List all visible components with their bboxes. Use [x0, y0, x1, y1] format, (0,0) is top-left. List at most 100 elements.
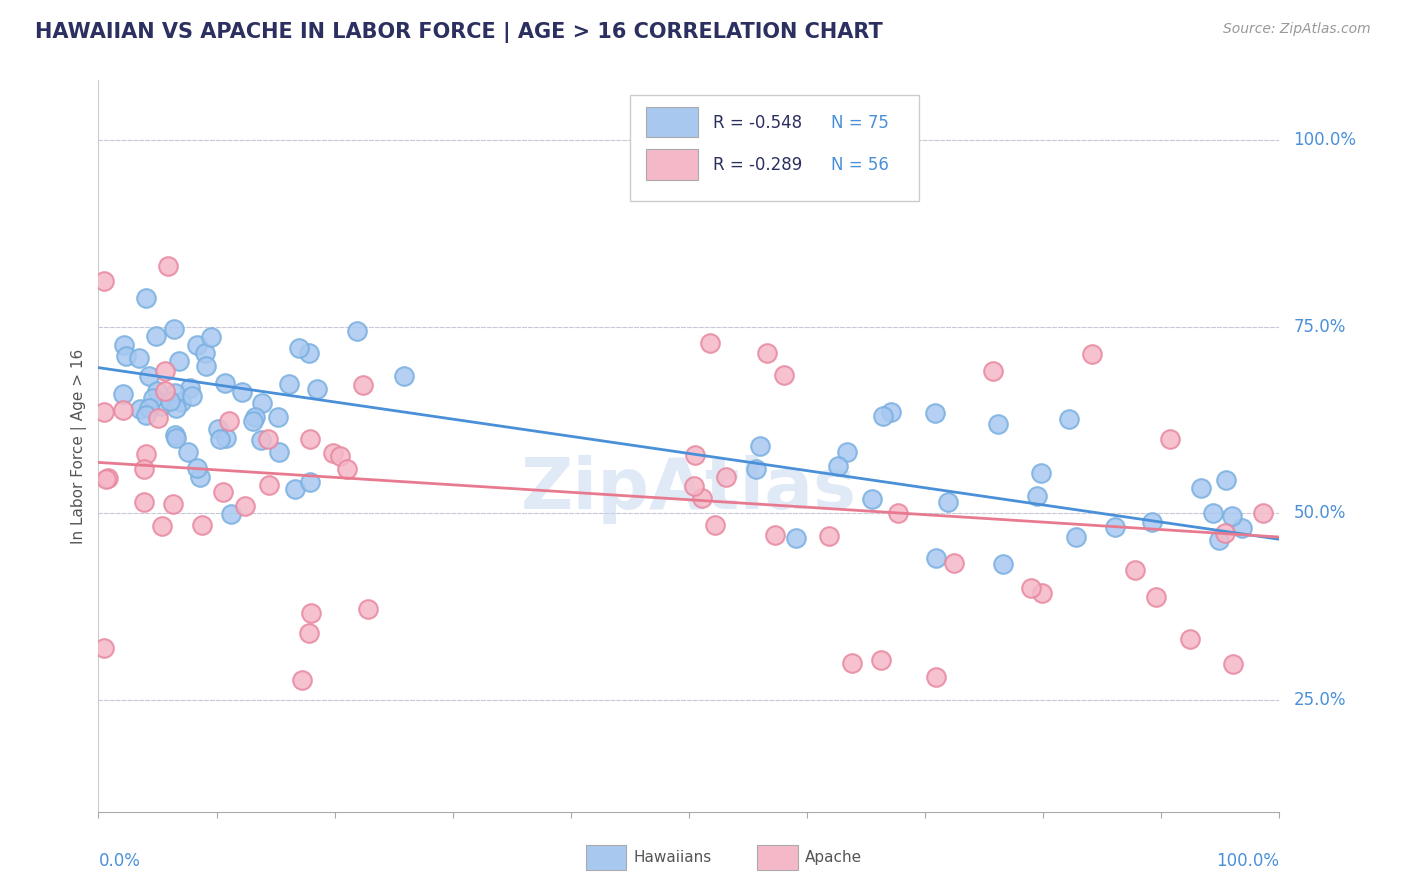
Point [186, 460, 208, 475]
Point [1031, 585, 1053, 599]
Y-axis label: In Labor Force | Age > 16: In Labor Force | Age > 16 [72, 349, 87, 543]
Point [163, 321, 186, 335]
Point [298, 626, 321, 640]
Point [322, 446, 344, 460]
Point [993, 557, 1015, 571]
Text: 25.0%: 25.0% [1294, 690, 1346, 709]
Point [128, 351, 150, 365]
Point [301, 606, 323, 620]
Point [1215, 473, 1237, 487]
Point [714, 470, 737, 484]
Point [138, 368, 160, 383]
Point [1201, 506, 1223, 520]
Point [1029, 467, 1052, 481]
Point [150, 518, 173, 533]
Point [162, 498, 184, 512]
Point [837, 445, 859, 459]
Point [249, 434, 271, 448]
Text: 100.0%: 100.0% [1216, 852, 1279, 870]
Point [1125, 563, 1147, 577]
Point [97, 471, 120, 485]
Point [200, 329, 222, 343]
Point [267, 445, 290, 459]
Text: 0.0%: 0.0% [98, 852, 141, 870]
Text: Apache: Apache [804, 850, 862, 865]
Point [215, 431, 238, 445]
Point [773, 368, 796, 382]
Point [860, 491, 883, 506]
Point [135, 291, 157, 305]
Point [267, 409, 290, 424]
Point [153, 363, 176, 377]
Text: N = 56: N = 56 [831, 156, 889, 174]
Point [749, 439, 772, 453]
Point [212, 485, 235, 500]
Point [219, 507, 242, 521]
Point [207, 422, 229, 436]
Point [1064, 530, 1087, 544]
Point [1208, 533, 1230, 547]
Point [146, 411, 169, 425]
Point [1230, 521, 1253, 535]
Point [191, 518, 214, 533]
Text: N = 75: N = 75 [831, 113, 889, 132]
Point [129, 401, 152, 416]
Point [765, 527, 787, 541]
FancyBboxPatch shape [630, 95, 920, 201]
Text: 75.0%: 75.0% [1294, 318, 1346, 335]
Point [159, 394, 181, 409]
Text: 100.0%: 100.0% [1294, 131, 1357, 149]
Point [259, 478, 281, 492]
Point [1222, 657, 1244, 672]
Text: Source: ZipAtlas.com: Source: ZipAtlas.com [1223, 22, 1371, 37]
Point [298, 346, 321, 360]
Point [146, 384, 169, 398]
Point [1146, 590, 1168, 604]
Point [112, 338, 135, 352]
Point [817, 529, 839, 543]
Point [156, 259, 179, 273]
Point [1213, 526, 1236, 541]
Point [943, 557, 966, 571]
Point [277, 376, 299, 391]
Point [1253, 507, 1275, 521]
Point [827, 458, 849, 473]
Point [165, 386, 187, 401]
Point [683, 448, 706, 462]
Point [394, 369, 416, 384]
FancyBboxPatch shape [586, 846, 626, 871]
Point [153, 384, 176, 399]
FancyBboxPatch shape [647, 107, 699, 137]
Point [1222, 509, 1244, 524]
Point [346, 324, 368, 338]
Point [936, 495, 959, 509]
Point [1025, 489, 1047, 503]
Text: R = -0.548: R = -0.548 [713, 113, 801, 132]
Point [298, 432, 321, 446]
Point [165, 401, 187, 415]
Point [242, 414, 264, 428]
Point [209, 432, 232, 446]
Point [194, 359, 217, 373]
Point [329, 450, 352, 464]
Point [142, 391, 165, 405]
Point [352, 378, 374, 392]
Point [755, 346, 778, 360]
Point [132, 462, 155, 476]
Point [284, 482, 307, 496]
Point [167, 354, 190, 368]
Point [135, 447, 157, 461]
Point [132, 494, 155, 508]
Point [93, 640, 115, 655]
Point [257, 432, 280, 446]
Text: R = -0.289: R = -0.289 [713, 156, 801, 174]
Point [138, 401, 160, 415]
FancyBboxPatch shape [647, 149, 699, 180]
Point [682, 479, 704, 493]
Point [188, 470, 211, 484]
Point [1140, 516, 1163, 530]
Point [96, 472, 118, 486]
Point [181, 389, 204, 403]
Point [1159, 432, 1181, 446]
Point [1057, 411, 1080, 425]
